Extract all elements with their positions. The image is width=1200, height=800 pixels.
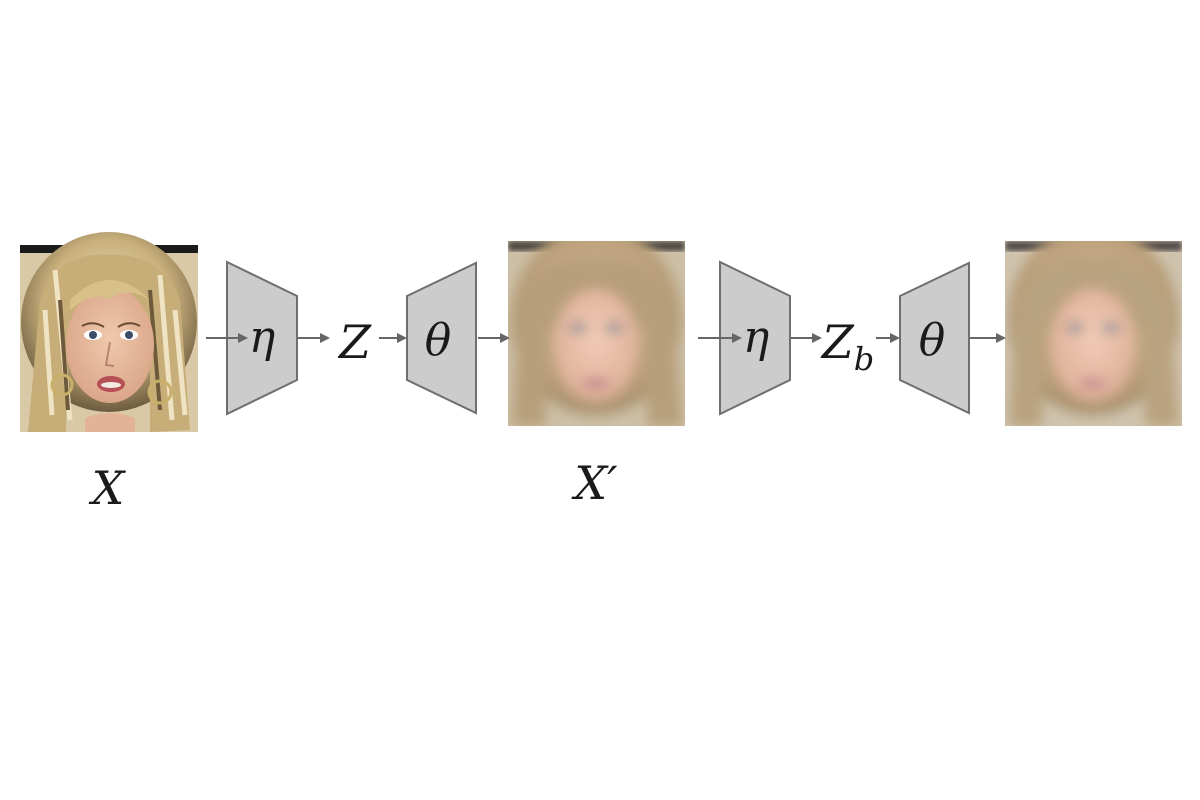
encoder-1-symbol: η (249, 312, 275, 363)
latent-zb-label: Zb (820, 315, 874, 378)
input-label: X (89, 461, 127, 515)
encoder-2-symbol: η (743, 312, 769, 363)
decoder-1-symbol: θ (425, 315, 452, 366)
input-face-image (20, 232, 198, 432)
reconstructed-face-image (508, 225, 685, 426)
decoder-2: θ (900, 263, 969, 413)
reconstruction-label: X′ (571, 456, 618, 510)
re-reconstructed-face-image (1005, 225, 1182, 426)
decoder-2-symbol: θ (919, 315, 946, 366)
latent-z-label: Z (337, 315, 372, 369)
decoder-1: θ (407, 263, 476, 413)
